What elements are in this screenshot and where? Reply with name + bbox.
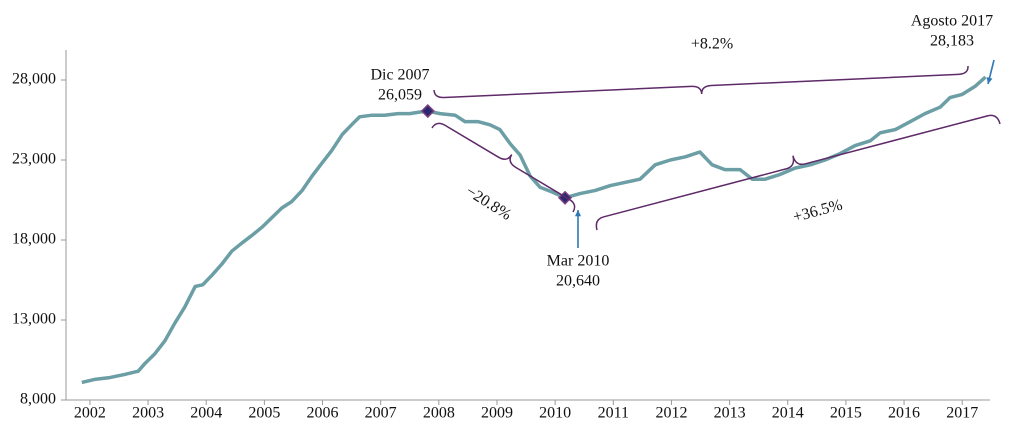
annotation: 28,183 [930, 33, 974, 50]
x-tick-label: 2007 [365, 405, 397, 422]
y-tick-label: 23,000 [12, 151, 56, 168]
y-tick-label: 18,000 [12, 231, 56, 248]
x-tick-label: 2010 [539, 405, 571, 422]
annotation: Mar 2010 [547, 253, 610, 270]
x-tick-label: 2002 [74, 405, 106, 422]
annotation: 20,640 [556, 273, 600, 290]
annotation: +8.2% [691, 36, 733, 53]
annotation: −20.8% [463, 183, 515, 224]
marker [557, 190, 573, 205]
marker [420, 103, 435, 119]
x-tick-label: 2005 [248, 405, 280, 422]
x-tick-label: 2004 [190, 405, 222, 422]
annotation: 26,059 [378, 87, 422, 104]
x-tick-label: 2012 [655, 405, 687, 422]
arrow-head [986, 77, 993, 84]
brace [595, 114, 1001, 231]
x-tick-label: 2008 [423, 405, 455, 422]
y-tick-label: 13,000 [12, 311, 56, 328]
annotation: Agosto 2017 [911, 13, 993, 30]
brace [433, 65, 969, 99]
x-tick-label: 2009 [481, 405, 513, 422]
x-tick-label: 2006 [307, 405, 339, 422]
x-tick-label: 2017 [946, 405, 978, 422]
data-line [81, 75, 987, 385]
x-tick-label: 2013 [714, 405, 746, 422]
arrow-head [574, 210, 582, 217]
brace [431, 122, 576, 213]
x-tick-label: 2014 [772, 405, 804, 422]
x-tick-label: 2011 [598, 405, 629, 422]
x-tick-label: 2016 [888, 405, 920, 422]
annotation: Dic 2007 [370, 67, 429, 84]
x-tick-label: 2015 [830, 405, 862, 422]
y-tick-label: 8,000 [20, 391, 56, 408]
y-tick-label: 28,000 [12, 71, 56, 88]
annotation: +36.5% [791, 196, 844, 225]
x-tick-label: 2003 [132, 405, 164, 422]
